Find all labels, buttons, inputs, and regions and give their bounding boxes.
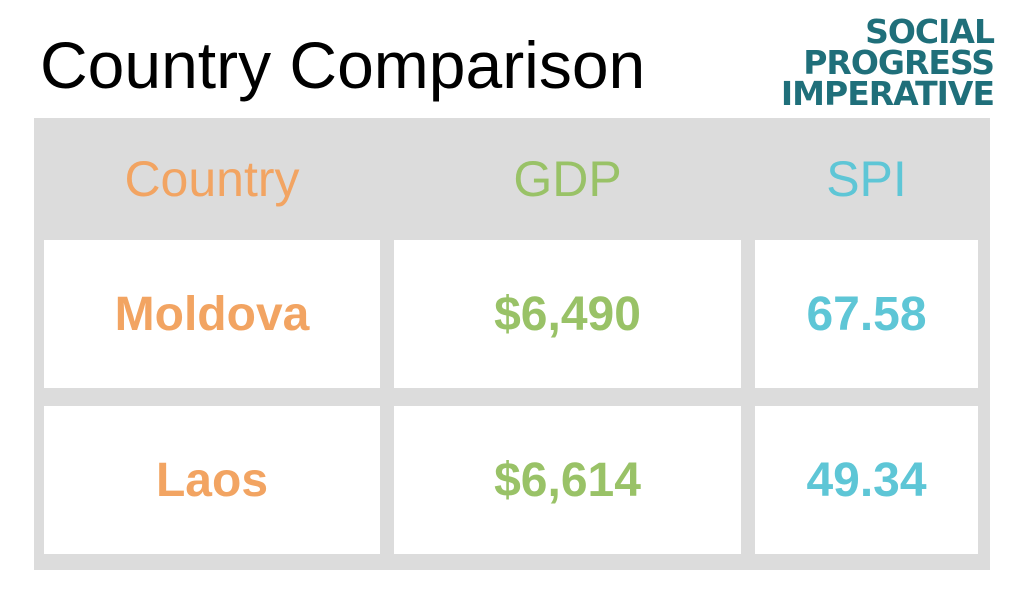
logo-line-3: IMPERATIVE — [780, 74, 995, 113]
cell-country-laos: Laos — [44, 406, 380, 554]
social-progress-imperative-logo: SOCIAL PROGRESS IMPERATIVE — [754, 12, 995, 113]
header-country: Country — [124, 151, 300, 207]
cell-spi-laos: 49.34 — [755, 406, 978, 554]
page-title: Country Comparison — [40, 28, 646, 102]
cell-gdp-moldova: $6,490 — [394, 240, 741, 388]
logo-line-2: PROGRESS — [803, 43, 995, 82]
header-gdp: GDP — [513, 151, 622, 207]
cell-gdp-laos: $6,614 — [394, 406, 741, 554]
header-spi: SPI — [826, 151, 907, 207]
cell-spi-moldova: 67.58 — [755, 240, 978, 388]
comparison-table: Country GDP SPI Moldova $6,490 67.58 Lao… — [34, 118, 990, 570]
cell-country-moldova: Moldova — [44, 240, 380, 388]
logo-line-1: SOCIAL — [865, 12, 995, 51]
table-header-row: Country GDP SPI — [34, 118, 990, 240]
